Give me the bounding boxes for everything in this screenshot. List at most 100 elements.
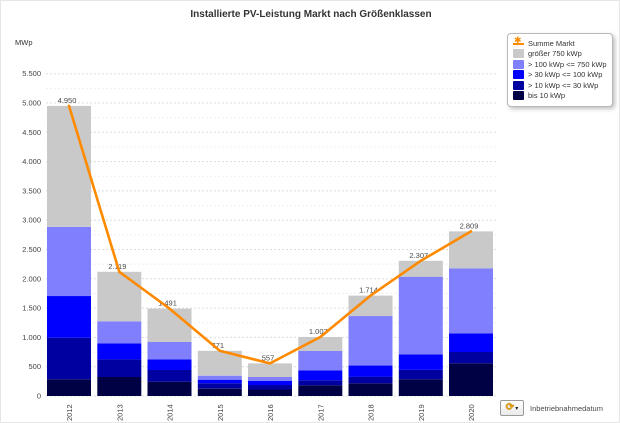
y-axis-tick-label: 2.000 bbox=[22, 274, 41, 283]
bar-segment-2018 bbox=[348, 316, 393, 366]
refresh-icon: ⟳ bbox=[505, 402, 515, 413]
y-axis-tick-label: 0 bbox=[37, 392, 41, 401]
bar-segment-2013 bbox=[97, 377, 142, 396]
x-axis-tick-label: 2016 bbox=[266, 404, 275, 421]
y-axis-tick-label: 4.500 bbox=[22, 128, 41, 137]
legend-item: > 100 kWp <= 750 kWp bbox=[513, 59, 607, 70]
legend-item-label: > 30 kWp <= 100 kWp bbox=[528, 70, 603, 80]
bar-total-label: 2.307 bbox=[409, 251, 428, 260]
bar-total-label: 771 bbox=[212, 341, 225, 350]
bar-total-label: 4.950 bbox=[58, 96, 77, 105]
x-axis-tick-label: 2014 bbox=[166, 404, 175, 421]
bar-segment-2020 bbox=[449, 363, 493, 396]
bar-segment-2015 bbox=[197, 379, 242, 384]
legend-item: ✱ Summe Markt bbox=[513, 35, 607, 49]
y-axis-tick-label: 1.500 bbox=[22, 304, 41, 313]
bar-total-label: 1.491 bbox=[158, 299, 177, 308]
y-axis-tick-label: 1.000 bbox=[22, 333, 41, 342]
bar-total-label: 557 bbox=[262, 353, 275, 362]
bar-segment-2014 bbox=[147, 370, 192, 382]
bar-segment-2017 bbox=[298, 385, 343, 396]
y-axis-tick-label: 500 bbox=[28, 362, 41, 371]
x-axis-tick-label: 2017 bbox=[316, 404, 325, 421]
y-axis-tick-label: 5.500 bbox=[22, 69, 41, 78]
bar-segment-2013 bbox=[97, 321, 142, 344]
bar-segment-2014 bbox=[147, 359, 192, 370]
legend-item: größer 750 kWp bbox=[513, 49, 607, 60]
chart-title: Installierte PV-Leistung Markt nach Größ… bbox=[190, 9, 432, 20]
x-axis-dimension-label: Inbetriebnahmedatum bbox=[530, 403, 603, 413]
x-axis-tick-label: 2015 bbox=[216, 404, 225, 421]
bar-segment-2013 bbox=[97, 343, 142, 360]
legend-line-star-icon: ✱ bbox=[513, 35, 524, 48]
bar-segment-2017 bbox=[298, 380, 343, 386]
bar-segment-2012 bbox=[47, 379, 91, 396]
legend-item: > 30 kWp <= 100 kWp bbox=[513, 70, 607, 81]
bar-segment-2020 bbox=[449, 231, 493, 269]
x-axis-tick-label: 2013 bbox=[115, 404, 124, 421]
bar-segment-2020 bbox=[449, 333, 493, 352]
bar-segment-2018 bbox=[348, 383, 393, 396]
legend-swatch-icon bbox=[513, 49, 524, 59]
bar-segment-2017 bbox=[298, 337, 343, 351]
bar-segment-2014 bbox=[147, 342, 192, 360]
y-axis-tick-label: 4.000 bbox=[22, 157, 41, 166]
refresh-dropdown-button[interactable]: ⟳ ▾ bbox=[500, 400, 524, 416]
bar-segment-2018 bbox=[348, 376, 393, 384]
bar-total-label: 1.714 bbox=[359, 286, 378, 295]
bar-segment-2013 bbox=[97, 271, 142, 322]
legend-swatch-icon bbox=[513, 80, 524, 90]
bar-segment-2016 bbox=[248, 389, 292, 396]
legend-item-label: Summe Markt bbox=[528, 38, 575, 48]
bar-segment-2012 bbox=[47, 105, 91, 227]
bar-segment-2012 bbox=[47, 337, 91, 380]
bar-segment-2017 bbox=[298, 370, 343, 381]
x-axis-tick-label: 2012 bbox=[65, 404, 74, 421]
chevron-down-icon: ▾ bbox=[515, 405, 519, 412]
bar-segment-2012 bbox=[47, 226, 91, 297]
legend-item-label: größer 750 kWp bbox=[528, 49, 582, 59]
bar-segment-2015 bbox=[197, 375, 242, 380]
legend-swatch-icon bbox=[513, 59, 524, 69]
bar-segment-2020 bbox=[449, 352, 493, 364]
bar-segment-2016 bbox=[248, 377, 292, 381]
x-axis-tick-label: 2018 bbox=[367, 404, 376, 421]
bar-segment-2020 bbox=[449, 268, 493, 334]
y-axis-unit-label: MWp bbox=[15, 38, 33, 47]
legend-item: > 10 kWp <= 30 kWp bbox=[513, 80, 607, 91]
bar-segment-2013 bbox=[97, 359, 142, 377]
legend-item-label: > 10 kWp <= 30 kWp bbox=[528, 80, 599, 90]
y-axis-tick-label: 2.500 bbox=[22, 245, 41, 254]
x-axis-tick-label: 2020 bbox=[467, 404, 476, 421]
legend-swatch-icon bbox=[513, 70, 524, 80]
y-axis-tick-label: 3.000 bbox=[22, 216, 41, 225]
bar-total-label: 1.007 bbox=[309, 327, 328, 336]
legend-swatch-icon bbox=[513, 91, 524, 101]
bar-segment-2012 bbox=[47, 296, 91, 338]
bar-segment-2016 bbox=[248, 385, 292, 390]
legend-item-label: bis 10 kWp bbox=[528, 91, 566, 101]
bar-segment-2019 bbox=[398, 276, 443, 355]
legend-item: bis 10 kWp bbox=[513, 91, 607, 102]
y-axis-tick-label: 5.000 bbox=[22, 99, 41, 108]
bar-segment-2019 bbox=[398, 354, 443, 370]
bar-segment-2019 bbox=[398, 379, 443, 396]
bar-segment-2018 bbox=[348, 365, 393, 377]
bar-segment-2019 bbox=[398, 260, 443, 277]
summe-markt-line bbox=[67, 104, 473, 365]
bar-segment-2017 bbox=[298, 351, 343, 371]
x-axis-dimension-control: ⟳ ▾ Inbetriebnahmedatum bbox=[500, 400, 603, 416]
bar-segment-2015 bbox=[197, 388, 242, 396]
bar-segment-2019 bbox=[398, 370, 443, 380]
bar-segment-2016 bbox=[248, 363, 292, 377]
bar-segment-2016 bbox=[248, 381, 292, 385]
y-axis-tick-label: 3.500 bbox=[22, 186, 41, 195]
legend-item-label: > 100 kWp <= 750 kWp bbox=[528, 59, 607, 69]
bar-segment-2014 bbox=[147, 381, 192, 396]
bar-total-label: 2.809 bbox=[460, 221, 479, 230]
bar-segment-2018 bbox=[348, 295, 393, 317]
x-axis-tick-label: 2019 bbox=[417, 404, 426, 421]
bar-segment-2014 bbox=[147, 308, 192, 342]
